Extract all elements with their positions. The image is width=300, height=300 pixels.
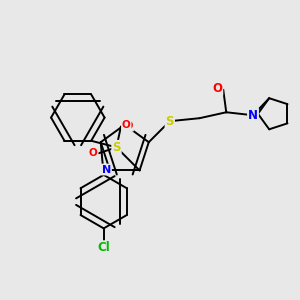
Text: O: O [122, 120, 131, 130]
Text: S: S [112, 141, 121, 154]
Text: O: O [124, 121, 133, 130]
Text: S: S [166, 115, 174, 128]
Text: N: N [248, 109, 258, 122]
Text: N: N [102, 164, 111, 175]
Text: Cl: Cl [97, 241, 110, 254]
Text: O: O [212, 82, 222, 95]
Text: O: O [89, 148, 98, 158]
